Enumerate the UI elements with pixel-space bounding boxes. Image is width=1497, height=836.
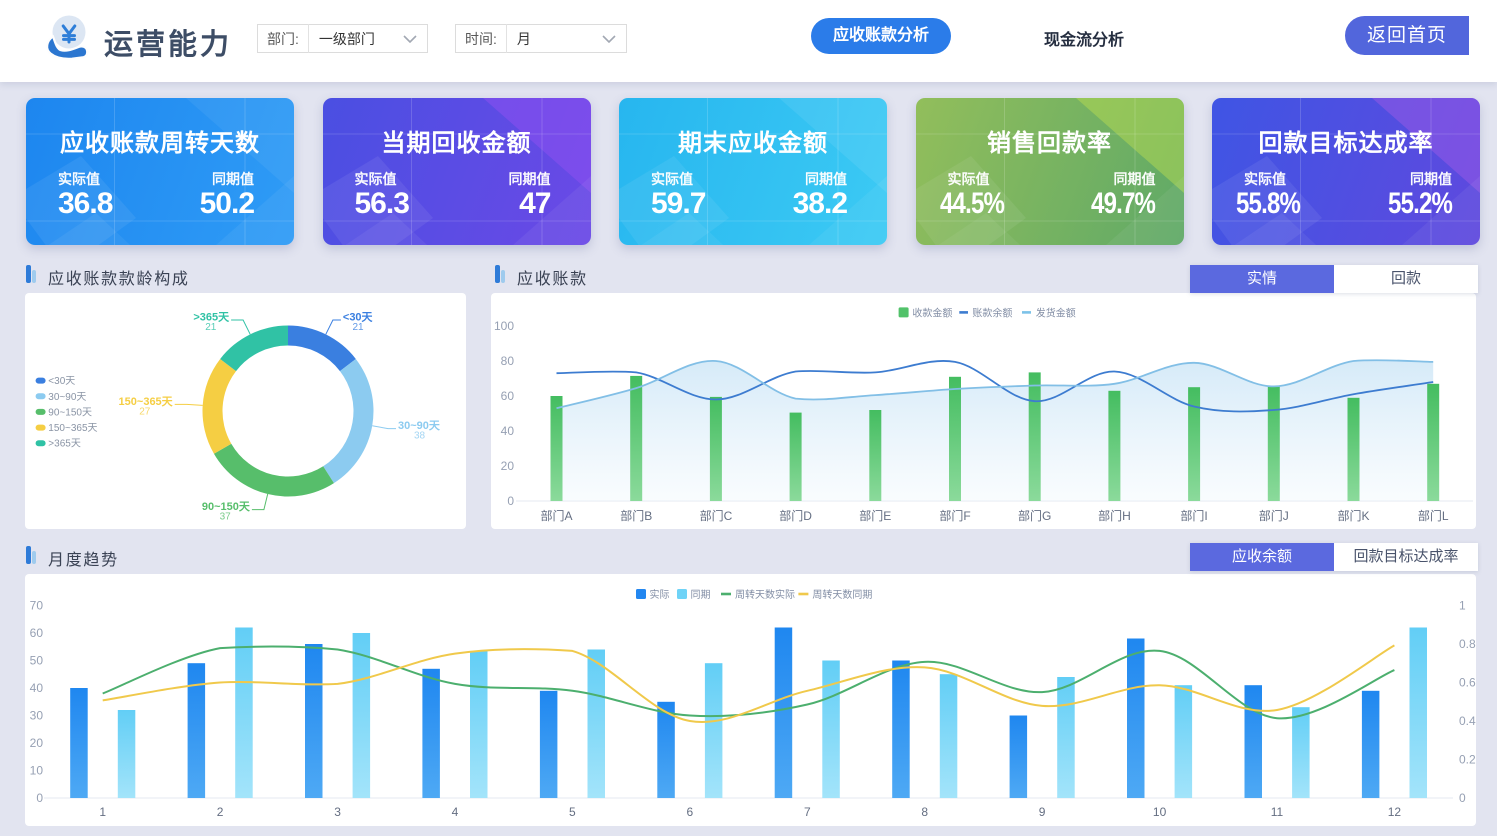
svg-text:部门F: 部门F <box>939 508 970 523</box>
svg-text:部门B: 部门B <box>620 508 652 523</box>
svg-text:同期: 同期 <box>691 589 711 601</box>
svg-text:21: 21 <box>352 322 364 333</box>
svg-text:11: 11 <box>1271 805 1284 819</box>
svg-text:7: 7 <box>804 805 811 819</box>
svg-text:0.2: 0.2 <box>1459 753 1476 767</box>
svg-text:40: 40 <box>30 681 44 695</box>
svg-text:6: 6 <box>687 805 694 819</box>
svg-text:150~365天: 150~365天 <box>119 395 174 408</box>
svg-text:8: 8 <box>921 805 928 819</box>
svg-text:账款余额: 账款余额 <box>972 307 1012 320</box>
svg-text:发货金额: 发货金额 <box>1036 307 1076 320</box>
svg-text:60: 60 <box>30 626 44 640</box>
svg-text:30~90天: 30~90天 <box>398 419 441 432</box>
svg-text:收款金额: 收款金额 <box>912 307 952 320</box>
svg-text:70: 70 <box>30 599 44 613</box>
svg-text:部门K: 部门K <box>1337 508 1369 523</box>
svg-text:部门L: 部门L <box>1418 508 1449 523</box>
svg-text:实际: 实际 <box>650 588 670 601</box>
svg-text:37: 37 <box>220 512 232 523</box>
svg-text:90~150天: 90~150天 <box>202 500 251 513</box>
svg-text:部门C: 部门C <box>700 508 733 523</box>
svg-text:0: 0 <box>1459 791 1466 805</box>
svg-text:0.8: 0.8 <box>1459 637 1476 651</box>
svg-text:1: 1 <box>1459 599 1466 613</box>
svg-text:部门D: 部门D <box>779 508 812 523</box>
svg-text:0.4: 0.4 <box>1459 714 1476 728</box>
svg-text:30: 30 <box>30 709 44 723</box>
svg-text:部门H: 部门H <box>1098 508 1131 523</box>
svg-text:100: 100 <box>494 319 514 333</box>
svg-text:0: 0 <box>36 791 43 805</box>
svg-text:1: 1 <box>99 805 106 819</box>
svg-text:40: 40 <box>501 424 515 438</box>
svg-text:38: 38 <box>414 431 426 442</box>
svg-text:3: 3 <box>334 805 341 819</box>
svg-text:>365天: >365天 <box>193 311 230 324</box>
svg-text:30~90天: 30~90天 <box>48 392 86 403</box>
svg-text:20: 20 <box>30 736 44 750</box>
svg-text:20: 20 <box>501 459 515 473</box>
svg-text:0: 0 <box>507 494 514 508</box>
svg-text:周转天数实际: 周转天数实际 <box>735 588 795 601</box>
svg-text:80: 80 <box>501 354 515 368</box>
svg-text:90~150天: 90~150天 <box>48 407 92 418</box>
svg-text:10: 10 <box>30 764 44 778</box>
svg-text:<30天: <30天 <box>48 376 75 387</box>
svg-text:部门A: 部门A <box>540 508 572 523</box>
svg-text:10: 10 <box>1153 805 1167 819</box>
svg-text:部门G: 部门G <box>1018 508 1051 523</box>
svg-text:150~365天: 150~365天 <box>48 423 97 434</box>
svg-text:部门E: 部门E <box>859 508 891 523</box>
svg-text:周转天数同期: 周转天数同期 <box>812 588 872 601</box>
svg-text:21: 21 <box>205 322 217 333</box>
svg-text:部门J: 部门J <box>1259 508 1289 523</box>
svg-text:50: 50 <box>30 654 44 668</box>
svg-text:部门I: 部门I <box>1180 508 1207 523</box>
svg-text:12: 12 <box>1388 805 1402 819</box>
svg-text:2: 2 <box>217 805 224 819</box>
svg-text:9: 9 <box>1039 805 1046 819</box>
svg-text:27: 27 <box>139 406 151 417</box>
svg-text:5: 5 <box>569 805 576 819</box>
svg-text:60: 60 <box>501 389 515 403</box>
svg-text:0.6: 0.6 <box>1459 676 1476 690</box>
svg-text:<30天: <30天 <box>343 311 374 324</box>
svg-text:>365天: >365天 <box>48 439 81 450</box>
svg-text:4: 4 <box>452 805 459 819</box>
